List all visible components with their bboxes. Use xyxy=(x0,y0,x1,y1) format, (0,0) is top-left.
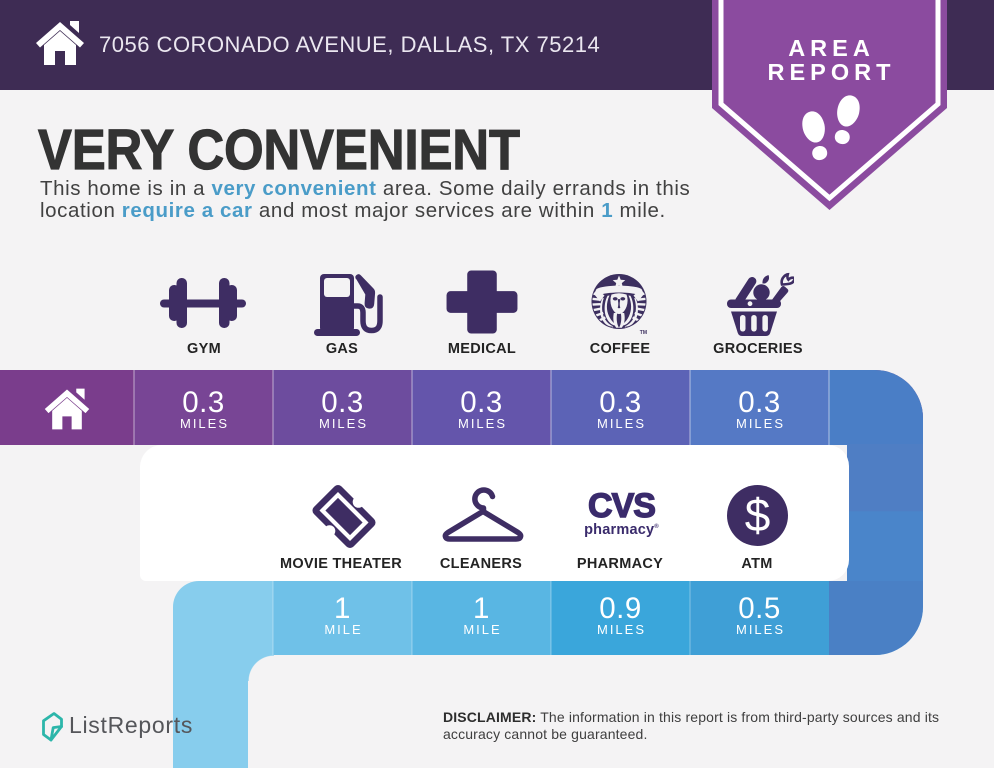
svg-text:TM: TM xyxy=(640,330,647,335)
svg-text:$: $ xyxy=(745,489,771,541)
